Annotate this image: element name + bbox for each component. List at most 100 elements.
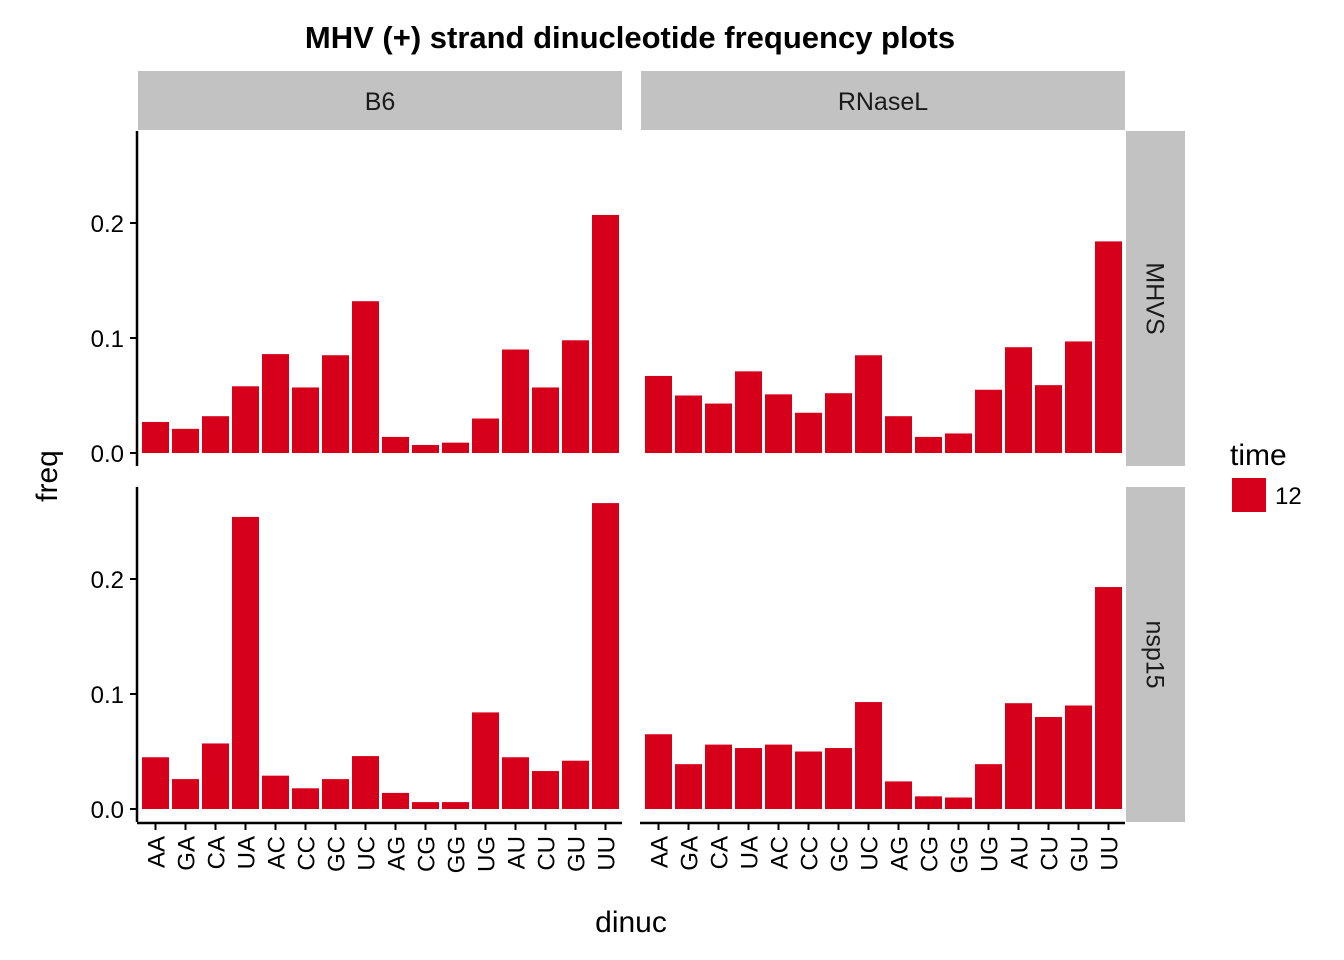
- column-strip-label: RNaseL: [838, 88, 928, 116]
- row-strip-label: MHVS: [1141, 262, 1169, 334]
- bar-GA: [675, 764, 702, 809]
- x-tick-label: GU: [564, 836, 591, 872]
- x-axes: AA GA CA UA AC CC GC UC AG CG GG UG AU CU GU UU AA GA CA UA…: [137, 821, 1125, 873]
- bar-GC: [322, 779, 349, 809]
- column-strip-b6: [138, 71, 622, 130]
- row-strip-mhvs: [1126, 131, 1185, 466]
- y-tick-label: 0.2: [91, 211, 124, 238]
- bar-UC: [352, 301, 379, 453]
- bar-AC: [765, 744, 792, 809]
- bar-AC: [262, 775, 289, 809]
- x-axis-title: dinuc: [595, 906, 667, 939]
- bar-GG: [442, 442, 469, 453]
- x-tick-label: GG: [444, 836, 471, 873]
- bar-GU: [1065, 341, 1092, 453]
- panel-rnasel-nsp15: [645, 587, 1122, 809]
- row-strip-label: nsp15: [1141, 620, 1169, 688]
- bar-CU: [1035, 717, 1062, 809]
- column-strips: B6 RNaseL: [138, 71, 1125, 130]
- bar-AU: [1005, 347, 1032, 453]
- bar-GU: [562, 340, 589, 453]
- x-tick-label: AG: [384, 836, 411, 871]
- bar-CU: [532, 387, 559, 453]
- legend-swatch: [1232, 478, 1266, 512]
- bar-GG: [945, 433, 972, 453]
- y-axes: 0.0 0.1 0.2 0.0 0.1 0.2: [91, 131, 139, 824]
- bar-UA: [735, 371, 762, 453]
- bar-AG: [382, 436, 409, 453]
- bar-UG: [472, 418, 499, 453]
- bar-CU: [1035, 385, 1062, 453]
- x-tick-label: UU: [594, 836, 621, 871]
- x-tick-label: GC: [827, 836, 854, 872]
- x-tick-label: CC: [797, 836, 824, 871]
- bar-CG: [915, 436, 942, 453]
- bar-CG: [915, 796, 942, 809]
- panels: [142, 214, 1122, 809]
- bar-CA: [202, 743, 229, 809]
- x-tick-label: GA: [677, 836, 704, 871]
- bar-UC: [352, 756, 379, 809]
- bar-CU: [532, 771, 559, 809]
- bar-GC: [825, 393, 852, 453]
- bar-CC: [795, 751, 822, 809]
- bar-AG: [885, 781, 912, 809]
- legend-label: 12: [1275, 483, 1302, 510]
- legend: time 12: [1230, 439, 1302, 512]
- bar-AA: [142, 421, 169, 453]
- y-tick-label: 0.2: [91, 567, 124, 594]
- bar-UU: [1095, 587, 1122, 809]
- x-tick-label: CU: [1037, 836, 1064, 871]
- x-tick-label: GA: [174, 836, 201, 871]
- bar-GA: [675, 395, 702, 453]
- x-tick-label: UA: [234, 836, 261, 869]
- bar-GG: [442, 802, 469, 809]
- x-axis-b6: AA GA CA UA AC CC GC UC AG CG GG UG AU CU GU UU: [137, 821, 622, 873]
- panel-rnasel-mhvs: [645, 241, 1122, 453]
- bar-UG: [472, 712, 499, 809]
- y-axis-mhvs: 0.0 0.1 0.2: [91, 131, 139, 468]
- bar-AG: [885, 416, 912, 453]
- x-tick-label: AU: [504, 836, 531, 869]
- x-tick-label: AA: [647, 836, 674, 868]
- bar-CC: [795, 412, 822, 453]
- bar-CA: [705, 403, 732, 453]
- x-tick-label: GG: [947, 836, 974, 873]
- bar-CA: [202, 416, 229, 453]
- x-tick-label: CA: [707, 836, 734, 869]
- bar-UU: [1095, 241, 1122, 453]
- x-tick-label: UG: [474, 836, 501, 872]
- column-strip-rnasel: [641, 71, 1125, 130]
- bar-AC: [765, 394, 792, 453]
- x-tick-label: CG: [917, 836, 944, 872]
- x-tick-label: AC: [767, 836, 794, 869]
- bar-AA: [645, 375, 672, 453]
- bar-AU: [502, 757, 529, 809]
- bar-CC: [292, 387, 319, 453]
- chart-title: MHV (+) strand dinucleotide frequency pl…: [305, 20, 955, 55]
- x-tick-label: UG: [977, 836, 1004, 872]
- x-tick-label: UC: [354, 836, 381, 871]
- bar-UU: [592, 214, 619, 453]
- bar-AA: [645, 734, 672, 809]
- bar-UU: [592, 503, 619, 809]
- bar-UA: [232, 386, 259, 453]
- bar-GG: [945, 797, 972, 809]
- x-tick-label: AC: [264, 836, 291, 869]
- x-tick-label: GC: [324, 836, 351, 872]
- bar-GU: [1065, 705, 1092, 809]
- bar-AU: [1005, 703, 1032, 809]
- x-tick-label: UU: [1097, 836, 1124, 871]
- y-tick-label: 0.1: [91, 682, 124, 709]
- bar-GA: [172, 428, 199, 453]
- x-tick-label: CC: [294, 836, 321, 871]
- bar-CA: [705, 744, 732, 809]
- bar-CG: [412, 802, 439, 809]
- x-axis-rnasel: AA GA CA UA AC CC GC UC AG CG GG UG AU CU GU UU: [640, 821, 1125, 873]
- bar-GA: [172, 779, 199, 809]
- bar-UC: [855, 702, 882, 809]
- column-strip-label: B6: [365, 88, 396, 116]
- bar-AU: [502, 349, 529, 453]
- row-strips: MHVS nsp15: [1126, 131, 1185, 822]
